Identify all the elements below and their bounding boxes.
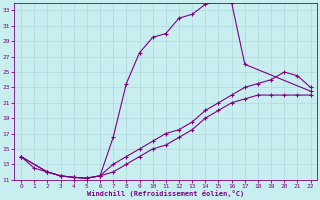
X-axis label: Windchill (Refroidissement éolien,°C): Windchill (Refroidissement éolien,°C): [87, 190, 244, 197]
